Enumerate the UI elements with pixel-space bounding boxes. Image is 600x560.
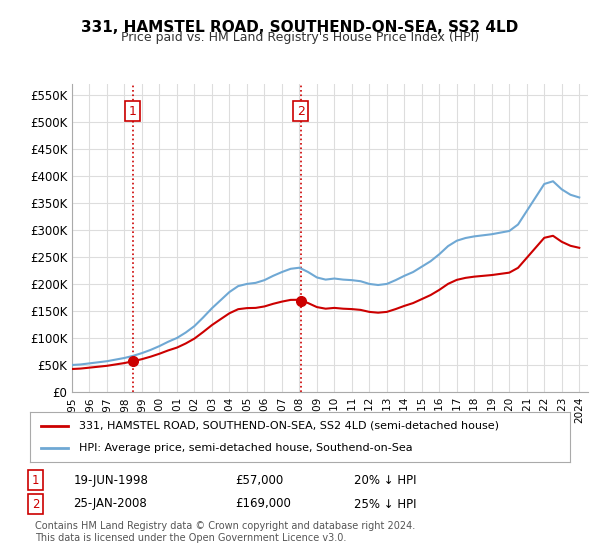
Text: £169,000: £169,000: [235, 497, 291, 511]
Text: Price paid vs. HM Land Registry's House Price Index (HPI): Price paid vs. HM Land Registry's House …: [121, 31, 479, 44]
Text: 2: 2: [32, 497, 39, 511]
Text: 2: 2: [296, 105, 305, 118]
Text: HPI: Average price, semi-detached house, Southend-on-Sea: HPI: Average price, semi-detached house,…: [79, 443, 412, 453]
Text: 1: 1: [129, 105, 137, 118]
Text: 20% ↓ HPI: 20% ↓ HPI: [354, 474, 416, 487]
Text: 1: 1: [32, 474, 39, 487]
Text: 25% ↓ HPI: 25% ↓ HPI: [354, 497, 416, 511]
Text: 331, HAMSTEL ROAD, SOUTHEND-ON-SEA, SS2 4LD: 331, HAMSTEL ROAD, SOUTHEND-ON-SEA, SS2 …: [82, 20, 518, 35]
Text: 25-JAN-2008: 25-JAN-2008: [73, 497, 147, 511]
Text: £57,000: £57,000: [235, 474, 283, 487]
Text: Contains HM Land Registry data © Crown copyright and database right 2024.
This d: Contains HM Land Registry data © Crown c…: [35, 521, 416, 543]
Text: 331, HAMSTEL ROAD, SOUTHEND-ON-SEA, SS2 4LD (semi-detached house): 331, HAMSTEL ROAD, SOUTHEND-ON-SEA, SS2 …: [79, 421, 499, 431]
Text: 19-JUN-1998: 19-JUN-1998: [73, 474, 148, 487]
